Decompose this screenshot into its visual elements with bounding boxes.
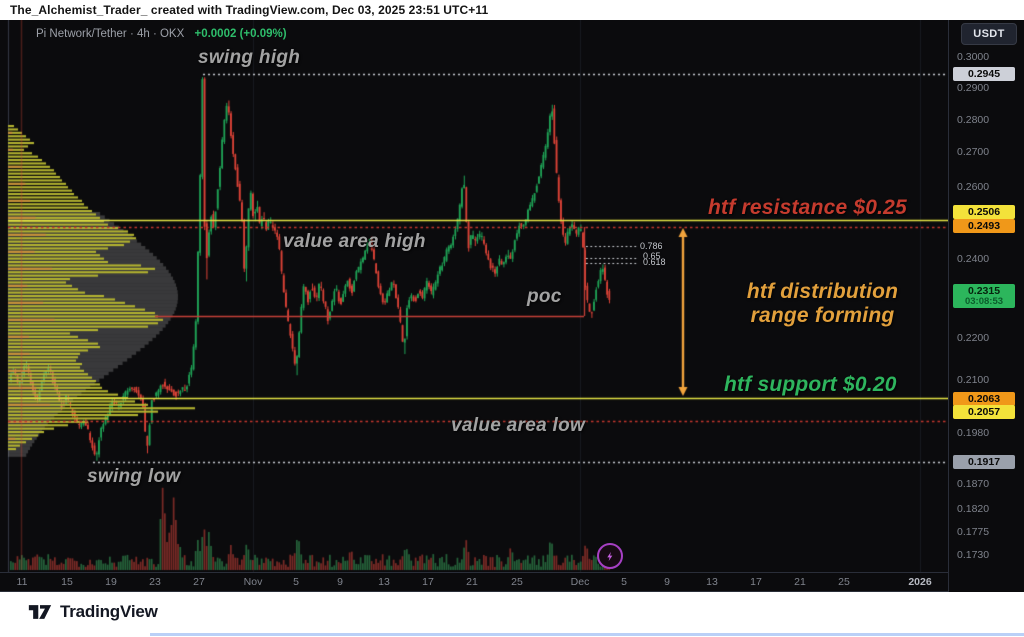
- symbol-title: Pi Network/Tether · 4h · OKX: [36, 28, 185, 40]
- chart-canvas[interactable]: [0, 20, 948, 572]
- price-level-badge: 0.2945: [953, 67, 1015, 81]
- time-tick: 13: [706, 576, 718, 588]
- tradingview-logo[interactable]: TradingView: [28, 602, 158, 622]
- time-tick: 27: [193, 576, 205, 588]
- time-tick: 9: [664, 576, 670, 588]
- price-tick: 0.1820: [957, 502, 990, 515]
- price-tick: 0.2700: [957, 146, 990, 159]
- price-level-badge: 0.2063: [953, 392, 1015, 406]
- price-tick: 0.2100: [957, 373, 990, 386]
- lightning-icon[interactable]: [597, 543, 623, 569]
- chart-shell: Pi Network/Tether · 4h · OKX +0.0002 (+0…: [0, 20, 1024, 592]
- price-tick: 0.2600: [957, 180, 990, 193]
- last-price-value: 0.2315: [967, 285, 1001, 297]
- price-tick: 0.3000: [957, 51, 990, 64]
- time-tick: 17: [750, 576, 762, 588]
- poc-label[interactable]: poc: [527, 286, 562, 307]
- time-tick: 15: [61, 576, 73, 588]
- time-tick: 2026: [908, 576, 932, 588]
- htf-resistance-label[interactable]: htf resistance $0.25: [708, 196, 907, 219]
- price-tick: 0.1775: [957, 525, 990, 538]
- attribution-bar: The_Alchemist_Trader_ created with Tradi…: [0, 0, 1024, 20]
- time-tick: 5: [621, 576, 627, 588]
- fib-level-label: 0.65: [643, 251, 661, 261]
- time-tick: 25: [838, 576, 850, 588]
- bottom-accent-line: [150, 633, 1024, 636]
- last-price-badge: 0.2315 03:08:53: [953, 284, 1015, 308]
- price-tick: 0.2400: [957, 252, 990, 265]
- swing-high-label[interactable]: swing high: [198, 47, 301, 68]
- price-level-badge: 0.2057: [953, 405, 1015, 419]
- price-tick: 0.2900: [957, 81, 990, 94]
- time-tick: 21: [466, 576, 478, 588]
- price-change: +0.0002 (+0.09%): [194, 28, 287, 40]
- price-tick: 0.2800: [957, 113, 990, 126]
- value-area-high-label[interactable]: value area high: [283, 231, 426, 252]
- fib-level-label: 0.618: [643, 257, 666, 267]
- time-tick: Dec: [570, 576, 590, 588]
- price-level-badge: 0.2506: [953, 205, 1015, 219]
- symbol-legend[interactable]: Pi Network/Tether · 4h · OKX +0.0002 (+0…: [36, 28, 287, 40]
- price-tick: 0.1870: [957, 478, 990, 491]
- tradingview-logo-icon: [28, 605, 52, 619]
- lightning-bolt-glyph: [606, 551, 612, 561]
- swing-low-label[interactable]: swing low: [87, 466, 181, 487]
- bar-countdown: 03:08:53: [964, 296, 1004, 307]
- attribution-text: The_Alchemist_Trader_ created with Tradi…: [10, 3, 489, 17]
- htf-support-label[interactable]: htf support $0.20: [724, 373, 897, 396]
- time-tick: 11: [16, 576, 28, 588]
- time-tick: 25: [511, 576, 523, 588]
- htf-distribution-line1: htf distribution: [746, 280, 899, 303]
- time-tick: 21: [794, 576, 806, 588]
- value-area-low-label[interactable]: value area low: [451, 415, 586, 436]
- price-tick: 0.1980: [957, 426, 990, 439]
- price-tick: 0.1730: [957, 548, 990, 561]
- time-tick: 13: [378, 576, 390, 588]
- time-tick: 5: [293, 576, 299, 588]
- time-tick: 23: [149, 576, 161, 588]
- price-level-badge: 0.1917: [953, 455, 1015, 469]
- time-tick: 19: [105, 576, 117, 588]
- tradingview-brand-text: TradingView: [60, 602, 158, 621]
- currency-toggle-button[interactable]: USDT: [961, 23, 1017, 45]
- footer-bar: TradingView: [0, 592, 1024, 637]
- fib-level-label: 0.786: [640, 241, 663, 251]
- time-axis[interactable]: 11 15 19 23 27 Nov 5 9 13 17 21 25 Dec 5 9 13 17 21 25 2026: [0, 572, 948, 592]
- time-tick: 17: [422, 576, 434, 588]
- price-axis[interactable]: USDT 0.3000 0.2900 0.2800 0.2700 0.2600 0.240…: [948, 20, 1024, 592]
- htf-distribution-line2: range forming: [750, 303, 895, 327]
- htf-distribution-label[interactable]: htf distribution range forming: [725, 280, 920, 327]
- time-tick: Nov: [243, 576, 263, 588]
- price-tick: 0.2200: [957, 331, 990, 344]
- time-tick: 9: [337, 576, 343, 588]
- price-level-badge: 0.2493: [953, 219, 1015, 233]
